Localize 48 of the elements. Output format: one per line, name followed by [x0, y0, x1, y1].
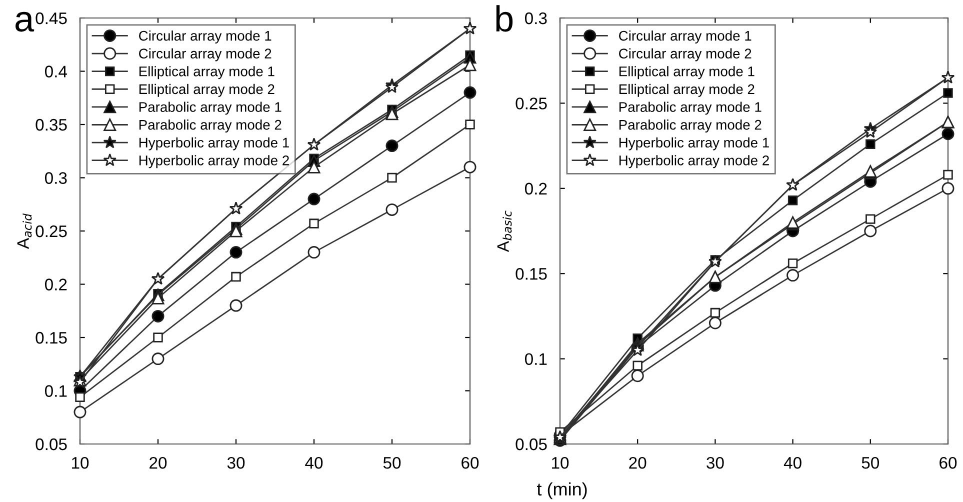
legend-label: Elliptical array mode 1 — [619, 66, 754, 80]
legend-label: Circular array mode 2 — [619, 48, 752, 62]
legend-label: Hyperbolic array mode 1 — [619, 137, 769, 150]
legend-label: Circular array mode 2 — [139, 48, 272, 62]
y-tick-label: 0.1 — [44, 385, 67, 397]
y-axis-title: A$_{basic}$ — [497, 210, 512, 252]
y-tick-label: 0.2 — [524, 182, 547, 195]
x-tick-label: 20 — [150, 456, 167, 469]
x-tick-label: 30 — [227, 456, 245, 469]
y-tick-label: 0.05 — [516, 438, 547, 450]
x-tick-label: 20 — [629, 456, 646, 469]
y-tick-label: 0.35 — [36, 118, 67, 131]
legend-label: Parabolic array mode 2 — [619, 120, 762, 132]
legend-label: Parabolic array mode 1 — [619, 102, 762, 115]
x-tick-label: 60 — [940, 456, 957, 469]
legend-label: Circular array mode 1 — [139, 30, 272, 44]
legend-label: Elliptical array mode 2 — [619, 84, 754, 97]
y-tick-label: 0.15 — [36, 332, 67, 344]
legend-label: Hyperbolic array mode 2 — [619, 155, 769, 168]
x-tick-label: 50 — [862, 456, 880, 469]
y-tick-label: 0.4 — [44, 66, 68, 78]
legend-label: Elliptical array mode 1 — [139, 66, 274, 80]
y-tick-label: 0.2 — [44, 278, 67, 290]
x-tick-label: 60 — [462, 456, 479, 469]
x-tick-label: 10 — [72, 456, 89, 469]
y-tick-label: 0.25 — [36, 225, 67, 238]
legend-label: Parabolic array mode 1 — [139, 102, 282, 115]
legend-label: Hyperbolic array mode 1 — [139, 137, 289, 150]
legend-label: Hyperbolic array mode 2 — [139, 155, 289, 168]
y-tick-label: 0.05 — [36, 438, 67, 450]
x-axis-title: t (min) — [536, 482, 587, 500]
legend-label: Elliptical array mode 2 — [139, 84, 274, 97]
y-tick-label: 0.45 — [36, 12, 67, 24]
y-tick-label: 0.1 — [524, 353, 547, 366]
y-axis-title: A$_{acid}$ — [17, 213, 32, 249]
y-tick-label: 0.3 — [524, 12, 547, 24]
legend-label: Parabolic array mode 2 — [139, 120, 282, 132]
x-tick-label: 30 — [706, 456, 724, 469]
y-tick-label: 0.3 — [44, 172, 67, 184]
x-tick-label: 40 — [305, 456, 323, 469]
x-tick-label: 40 — [784, 456, 802, 469]
chart-title: b — [496, 5, 513, 32]
x-tick-label: 10 — [552, 456, 569, 469]
legend-label: Circular array mode 1 — [619, 30, 752, 44]
y-tick-label: 0.15 — [516, 268, 547, 280]
chart-title: a — [16, 12, 34, 32]
x-tick-label: 50 — [383, 456, 401, 469]
y-tick-label: 0.25 — [516, 98, 547, 110]
